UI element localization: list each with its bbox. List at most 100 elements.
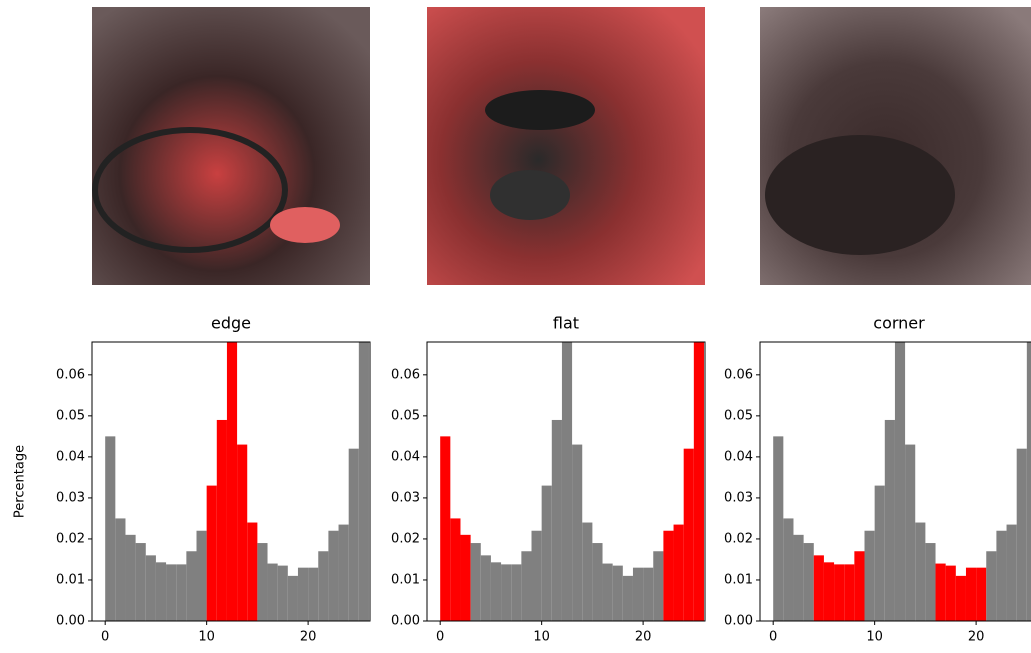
bar [125,534,136,621]
y-tick-label: 0.03 [724,490,753,505]
bar [602,563,613,621]
bar [551,419,562,621]
y-tick-label: 0.03 [391,490,420,505]
image-detail [485,90,595,130]
bar [490,562,502,621]
bar [976,567,987,621]
bar [874,485,885,621]
y-tick-label: 0.06 [724,367,753,382]
y-axis-label: Percentage [13,445,28,518]
histogram-panel: 0.00 0.01 0.02 0.03 0.04 0.05 0.06 0 10 20 edge Per… [13,314,371,645]
bar [450,518,461,621]
bar [945,565,956,621]
bar [206,485,217,621]
x-tick-label: 10 [866,630,883,645]
bar [145,555,156,621]
bar [287,575,298,621]
bar [592,543,603,621]
bar [813,555,824,621]
x-tick-label: 0 [769,630,777,645]
bar [894,342,906,621]
lbp-images [92,7,1031,285]
y-tick-label: 0.04 [56,449,85,464]
bar [541,485,552,621]
bar [643,567,654,621]
bar [521,551,532,621]
bar [925,543,936,621]
bar [115,518,126,621]
bar [257,543,268,621]
bar [166,564,177,621]
y-tick-label: 0.00 [724,614,753,629]
image-detail [765,135,955,255]
bar [653,551,664,621]
y-tick-label: 0.01 [724,572,753,587]
axes-frame [91,341,371,622]
bar [186,551,197,621]
bar [823,562,835,621]
x-tick-label: 20 [300,630,317,645]
bar [673,524,684,621]
bar [996,530,1007,621]
y-tick-label: 0.04 [724,449,753,464]
image-detail [270,207,340,243]
bar [582,522,593,621]
chart-title: flat [553,314,579,333]
bar [632,567,644,621]
x-tick-label: 0 [436,630,444,645]
x-tick-label: 0 [101,630,109,645]
bar [955,575,966,621]
bar [176,564,187,621]
bar [318,551,329,621]
bar [511,564,522,621]
y-tick-label: 0.00 [56,614,85,629]
bar [884,419,895,621]
bar [155,562,167,621]
bar [693,342,704,621]
y-tick-label: 0.06 [391,367,420,382]
bar [612,565,623,621]
y-tick-label: 0.05 [724,408,753,423]
histogram-panel: 0.00 0.01 0.02 0.03 0.04 0.05 0.06 0 10 20 corner [724,314,1031,645]
bar [226,342,238,621]
chart-title: edge [211,314,251,333]
x-tick-label: 20 [968,630,985,645]
bars [773,342,1031,621]
bar [622,575,633,621]
bar [965,567,977,621]
bar [935,563,946,621]
bar [572,444,583,621]
y-tick-label: 0.02 [391,531,420,546]
axes-frame [759,341,1031,622]
bar [1026,342,1031,621]
bar [864,530,875,621]
bar [460,534,471,621]
bar [844,564,855,621]
bar [297,567,309,621]
bar [267,563,278,621]
y-tick-label: 0.06 [56,367,85,382]
bar [338,524,349,621]
image-detail [92,127,288,253]
bar [986,551,997,621]
y-tick-label: 0.01 [391,572,420,587]
flat-image [427,7,705,285]
bar [663,530,674,621]
bar [237,444,248,621]
y-tick-label: 0.01 [56,572,85,587]
y-tick-label: 0.00 [391,614,420,629]
bar [308,567,319,621]
bar [773,436,784,621]
bar [247,522,258,621]
bar [277,565,288,621]
x-tick-label: 10 [533,630,550,645]
bar [783,518,794,621]
histogram-panel: 0.00 0.01 0.02 0.03 0.04 0.05 0.06 0 10 20 flat [391,314,706,645]
chart-title: corner [873,314,925,333]
bar [561,342,573,621]
x-tick-label: 20 [635,630,652,645]
y-tick-label: 0.05 [391,408,420,423]
bar [683,448,694,621]
